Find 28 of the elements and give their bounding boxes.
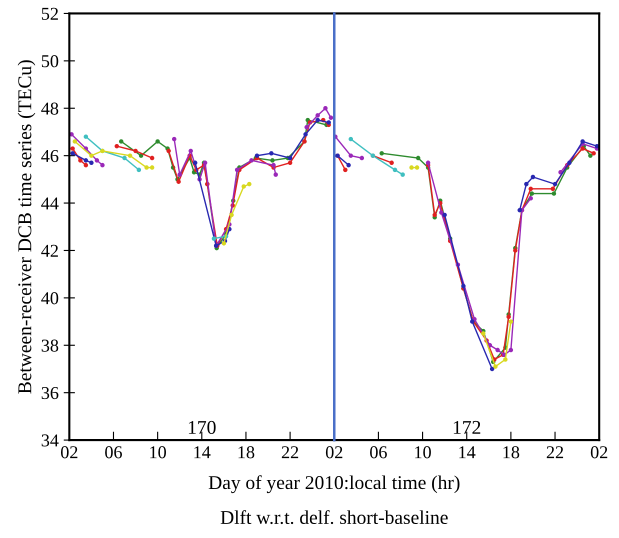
x-tick-label: 02 [60, 446, 78, 458]
y-tick-label: 48 [41, 102, 58, 115]
text: Dlft w.r.t. delf. short-baseline [220, 510, 448, 524]
x-tick-label: 02 [326, 446, 342, 458]
y-tick-label: 52 [42, 8, 58, 20]
x-tick-label: 22 [546, 446, 564, 458]
y-axis-title: Between-receiver DCB time series (TECu) [18, 60, 36, 394]
x-tick-label: 02 [590, 446, 608, 458]
y-tick-label: 44 [41, 197, 59, 210]
x-tick-label: 10 [415, 446, 431, 458]
y-tick-label: 42 [41, 244, 58, 257]
x-tick-label: 18 [238, 446, 254, 458]
annotation: 170 [188, 420, 216, 434]
y-tick-label: 38 [42, 340, 58, 352]
y-tick-label: 46 [41, 150, 58, 162]
x-tick-label: 06 [105, 446, 122, 458]
y-tick-label: 50 [42, 55, 58, 68]
x-tick-label: 14 [194, 446, 211, 458]
x-tick-label: 18 [503, 446, 520, 458]
x-tick-label: 22 [282, 446, 298, 458]
y-tick-label: 36 [42, 386, 58, 400]
x-axis-title: Day of year 2010:local time (hr) [208, 475, 460, 494]
x-tick-label: 10 [150, 446, 166, 458]
y-tick-label: 34 [42, 434, 59, 447]
y-tick-label: 40 [41, 292, 58, 304]
annotation: 172 [454, 420, 480, 434]
x-tick-label: 14 [459, 446, 476, 458]
x-tick-label: 06 [370, 446, 387, 458]
